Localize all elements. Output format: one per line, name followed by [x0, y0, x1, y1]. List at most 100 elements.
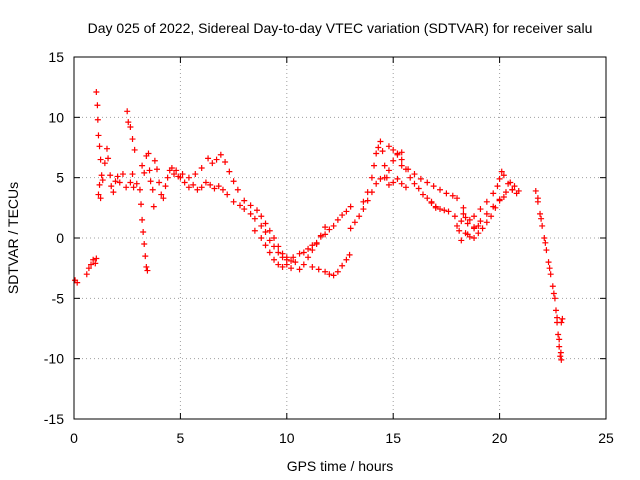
data-point	[411, 180, 418, 187]
data-point	[179, 171, 186, 178]
data-point	[398, 149, 405, 156]
data-point	[390, 146, 397, 153]
data-point	[198, 165, 205, 172]
data-point	[557, 349, 564, 356]
data-point	[98, 172, 105, 179]
data-point	[251, 215, 258, 222]
data-point	[192, 171, 199, 178]
data-point	[549, 283, 556, 290]
data-point	[558, 356, 565, 363]
data-point	[158, 191, 165, 198]
data-point	[103, 145, 110, 152]
data-point	[230, 178, 237, 185]
data-point	[127, 179, 134, 186]
x-tick-label: 25	[598, 430, 614, 446]
data-point	[90, 256, 97, 263]
data-point	[141, 241, 148, 248]
data-point	[552, 307, 559, 314]
data-point	[460, 210, 467, 217]
y-axis-ticks: -15 -10 -5 0 5 10 15	[44, 49, 606, 427]
data-point	[464, 220, 471, 227]
data-point	[139, 162, 146, 169]
data-point	[164, 174, 171, 181]
data-point	[107, 172, 114, 179]
data-point	[88, 261, 95, 268]
x-tick-label: 0	[70, 430, 78, 446]
x-axis-ticks: 0 5 10 15 20 25	[70, 57, 614, 446]
data-point	[83, 271, 90, 278]
data-point	[511, 183, 518, 190]
data-point	[415, 185, 422, 192]
data-point	[123, 184, 130, 191]
data-point	[247, 202, 254, 209]
data-point	[96, 181, 103, 188]
data-point	[153, 166, 160, 173]
data-point	[266, 227, 273, 234]
data-point	[202, 179, 209, 186]
data-point	[500, 193, 507, 200]
data-point	[383, 174, 390, 181]
data-point	[300, 249, 307, 256]
data-point	[430, 183, 437, 190]
data-point	[373, 150, 380, 157]
chart-title: Day 025 of 2022, Sidereal Day-to-day VTE…	[88, 20, 593, 36]
data-point	[112, 178, 119, 185]
data-point	[230, 198, 237, 205]
data-point	[127, 123, 134, 130]
data-point	[475, 222, 482, 229]
data-point	[334, 268, 341, 275]
data-point	[283, 261, 290, 268]
data-point	[417, 175, 424, 182]
data-point	[509, 186, 516, 193]
y-tick-label: 0	[56, 230, 64, 246]
data-point	[490, 190, 497, 197]
data-point	[360, 198, 367, 205]
data-point	[146, 167, 153, 174]
data-point	[454, 222, 461, 229]
data-point	[343, 256, 350, 263]
data-point	[74, 279, 81, 286]
data-point	[371, 162, 378, 169]
data-point	[326, 271, 333, 278]
data-point	[162, 183, 169, 190]
data-point	[241, 197, 248, 204]
y-tick-label: 5	[56, 170, 64, 186]
data-point	[194, 186, 201, 193]
data-point	[234, 186, 241, 193]
data-point	[94, 102, 101, 109]
data-point	[138, 201, 145, 208]
data-point	[258, 235, 265, 241]
data-point	[315, 266, 322, 273]
data-point	[185, 184, 192, 191]
data-point	[500, 172, 507, 179]
data-point	[317, 232, 324, 239]
data-point	[377, 138, 384, 145]
data-point	[545, 259, 552, 266]
data-point	[534, 195, 541, 202]
data-point	[171, 171, 178, 178]
data-point	[471, 224, 478, 231]
data-point	[460, 204, 467, 211]
data-point	[271, 256, 278, 263]
data-point	[292, 259, 299, 266]
data-point	[190, 181, 197, 188]
data-point	[483, 198, 490, 205]
data-point	[144, 267, 151, 274]
data-point	[475, 230, 482, 237]
data-point	[458, 237, 465, 244]
data-point	[275, 249, 282, 256]
data-point	[330, 222, 337, 229]
y-tick-label: 15	[48, 49, 64, 65]
x-tick-label: 20	[492, 430, 508, 446]
data-point	[385, 181, 392, 188]
data-point	[95, 132, 102, 139]
data-point	[343, 208, 350, 215]
data-point	[555, 331, 562, 338]
data-point	[368, 174, 375, 181]
data-point	[305, 254, 312, 261]
y-tick-label: -10	[44, 351, 64, 367]
data-point	[398, 162, 405, 169]
data-point	[551, 295, 558, 302]
data-point	[114, 173, 121, 180]
